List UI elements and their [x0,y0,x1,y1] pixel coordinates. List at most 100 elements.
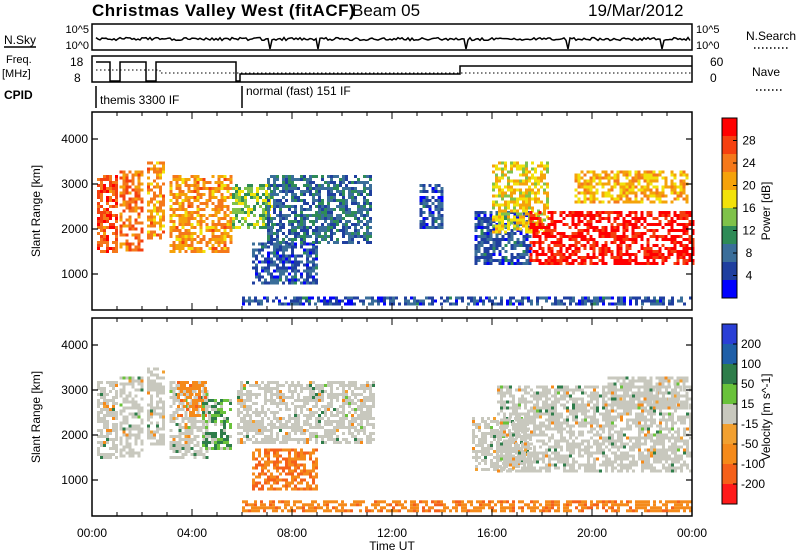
power-cell [571,217,575,220]
power-cell [522,262,526,265]
power-cell [634,197,638,201]
velocity-cell [97,453,100,456]
power-cell [531,182,534,186]
power-cell [205,241,209,244]
power-cell [649,253,653,256]
velocity-cell [100,429,103,432]
cpid-row: CPID themis 3300 IF normal (fast) 151 IF [4,84,351,108]
power-cell [486,217,490,220]
power-cell [422,226,426,229]
power-cell [309,269,312,273]
velocity-cell [97,435,100,438]
velocity-cell [229,423,232,426]
velocity-cell [264,451,267,455]
power-cell [159,167,162,171]
power-cell [187,235,191,238]
power-cell [103,238,106,241]
power-cell [565,262,569,265]
power-cell [244,202,247,205]
velocity-cell [300,399,303,402]
power-cell [255,257,258,261]
power-cell [604,191,608,195]
power-cell [321,238,324,241]
power-cell [580,235,584,238]
power-cell [635,302,638,306]
power-cell [175,226,179,229]
power-cell [356,296,359,300]
velocity-cell [122,433,126,437]
power-cell [211,208,215,211]
power-cell [574,188,578,192]
velocity-cell [333,432,336,435]
power-cell [489,217,493,220]
power-cell [571,214,575,217]
velocity-cell [175,441,179,444]
power-cell [532,241,536,244]
velocity-cell [306,420,309,423]
power-cell [97,211,100,214]
power-cell [631,223,635,226]
velocity-cell [348,402,351,405]
velocity-cell [369,396,372,399]
velocity-cell [103,441,106,444]
power-cell [282,238,285,241]
power-cell [619,214,623,217]
velocity-cell [220,399,223,402]
power-cell [276,214,279,217]
power-cell [565,259,569,262]
velocity-cell [348,399,351,402]
power-cell [261,248,264,252]
power-cell [489,244,493,247]
power-cell [601,262,605,265]
velocity-cell [342,405,345,408]
power-cell [670,250,674,253]
power-cell [562,259,566,262]
power-cell [486,247,490,250]
velocity-cell [261,466,264,470]
velocity-cell [199,420,203,423]
power-cell [156,161,159,165]
power-cell [315,214,318,217]
power-cell [667,214,671,217]
velocity-cell [183,393,186,396]
power-cell [253,226,256,229]
power-cell [595,226,599,229]
velocity-cell [175,411,179,414]
power-cell [532,250,536,253]
power-cell [652,200,656,204]
power-cell [196,211,200,214]
power-cell [348,214,351,217]
power-cell [431,190,435,193]
power-cell [326,299,329,303]
power-cell [477,220,481,223]
power-cell [327,217,330,220]
velocity-cell [372,399,375,402]
velocity-cell [190,417,194,420]
power-cell [297,232,300,235]
power-cell [601,170,605,174]
power-cell [541,241,545,244]
power-cell [348,187,351,190]
power-cell [521,296,524,300]
power-cell [559,241,563,244]
power-cell [342,208,345,211]
power-cell [652,262,656,265]
power-cell [473,299,476,303]
freq-tick-bottom: 8 [74,71,81,85]
power-cell [311,296,314,300]
power-cell [586,214,590,217]
power-cell [318,205,321,208]
power-cell [238,220,241,223]
power-cell [480,211,484,214]
power-cell [501,218,504,222]
power-cell [294,220,297,223]
power-cell [181,199,185,202]
power-ytick-label: 4000 [61,132,88,146]
power-cell [294,242,297,246]
power-cell [682,244,686,247]
power-cell [510,209,513,213]
power-cell [625,223,629,226]
power-cell [270,272,273,276]
power-cell [199,178,203,181]
